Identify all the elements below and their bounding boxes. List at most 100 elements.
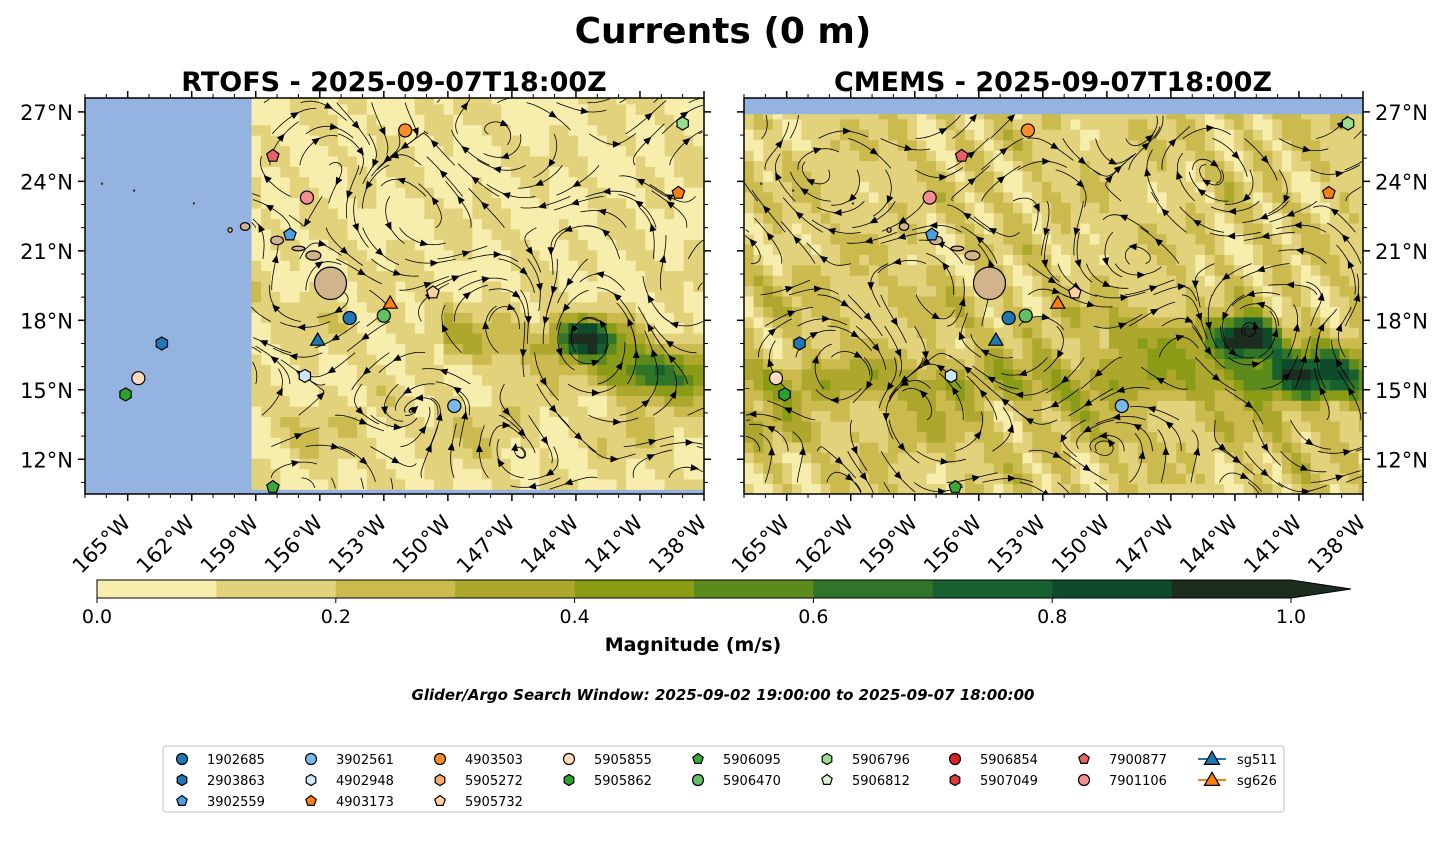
magnitude-cell [462,343,473,355]
streamline-arrow [327,366,336,374]
magnitude-cell [289,312,301,324]
magnitude-cell [1358,223,1363,235]
magnitude-cell [539,478,550,490]
magnitude-cell [1099,452,1110,464]
streamline [467,98,471,103]
magnitude-cell [1118,452,1129,464]
magnitude-cell [424,145,435,157]
magnitude-cell [1272,348,1283,360]
streamline [846,231,897,244]
magnitude-cell [1089,150,1100,162]
magnitude-cell [1358,452,1363,464]
magnitude-cell [357,353,368,365]
magnitude-cell [916,170,928,182]
magnitude-cell [1233,337,1245,349]
streamline [1032,388,1080,411]
magnitude-cell [635,322,646,334]
magnitude-cell [964,337,976,349]
magnitude-cell [395,333,406,345]
magnitude-cell [597,343,608,355]
magnitude-cell [453,187,464,199]
magnitude-cell [772,114,783,120]
magnitude-cell [683,197,694,209]
streamline [745,436,761,452]
magnitude-cell [974,114,985,120]
magnitude-cell [782,473,793,485]
magnitude-cell [616,395,627,407]
magnitude-cell [811,452,822,464]
streamline [1073,201,1084,256]
magnitude-cell [1032,139,1043,151]
streamline [404,397,439,416]
magnitude-cell [462,478,473,490]
magnitude-cell [1070,139,1081,151]
magnitude-cell [772,202,783,214]
magnitude-cell [888,202,899,214]
magnitude-cell [859,421,870,433]
magnitude-cell [597,478,608,490]
streamline [1001,357,1048,376]
magnitude-cell [645,187,656,199]
magnitude-cell [616,458,627,470]
streamline-arrow [643,136,652,145]
streamline-arrow [538,201,547,209]
magnitude-cell [568,187,579,199]
magnitude-cell [482,208,493,219]
magnitude-cell [674,280,685,292]
magnitude-cell [434,228,445,240]
magnitude-cell [964,170,976,182]
magnitude-cell [1291,139,1302,151]
magnitude-cell [280,98,291,105]
magnitude-cell [424,249,435,261]
magnitude-cell [1041,358,1052,370]
streamline-arrow [1042,157,1051,165]
magnitude-cell [462,468,473,480]
magnitude-cell [1349,316,1360,328]
magnitude-cell [811,441,822,453]
magnitude-cell [849,129,860,141]
streamline [252,218,265,259]
magnitude-cell [1281,473,1293,485]
streamline-arrow [939,173,948,181]
magnitude-cell [763,348,774,360]
magnitude-cell [395,406,406,417]
magnitude-cell [964,389,976,401]
magnitude-cell [1118,114,1129,120]
streamline-arrow [767,328,777,337]
magnitude-cell [1051,379,1062,391]
magnitude-cell [280,239,291,251]
magnitude-cell [907,139,918,151]
magnitude-cell [395,437,406,449]
magnitude-cell [840,462,851,474]
magnitude-cell [443,98,454,105]
magnitude-cell [530,437,541,449]
magnitude-cell [811,379,822,391]
magnitude-cell [424,208,435,219]
magnitude-cell [744,129,755,141]
magnitude-cell [1233,233,1245,245]
magnitude-cell [993,181,1004,193]
magnitude-cell [1176,254,1187,266]
magnitude-cell [916,462,928,474]
magnitude-cell [1109,275,1120,287]
magnitude-cell [337,447,349,459]
magnitude-cell [1301,139,1312,151]
streamline-arrow [1138,450,1146,460]
magnitude-cell [1166,358,1177,370]
magnitude-cell [1032,170,1043,182]
magnitude-cell [606,135,618,147]
magnitude-cell [587,478,598,490]
magnitude-cell [974,212,985,224]
magnitude-cell [1291,296,1302,307]
magnitude-cell [1022,473,1033,485]
magnitude-cell [328,301,339,313]
magnitude-cell [1099,337,1110,349]
magnitude-cell [549,260,560,272]
streamline-arrow [664,194,674,202]
magnitude-cell [616,426,627,438]
magnitude-cell [955,410,966,422]
magnitude-cell [849,114,860,120]
magnitude-cell [261,280,272,292]
magnitude-cell [1147,421,1158,433]
magnitude-cell [744,212,755,224]
